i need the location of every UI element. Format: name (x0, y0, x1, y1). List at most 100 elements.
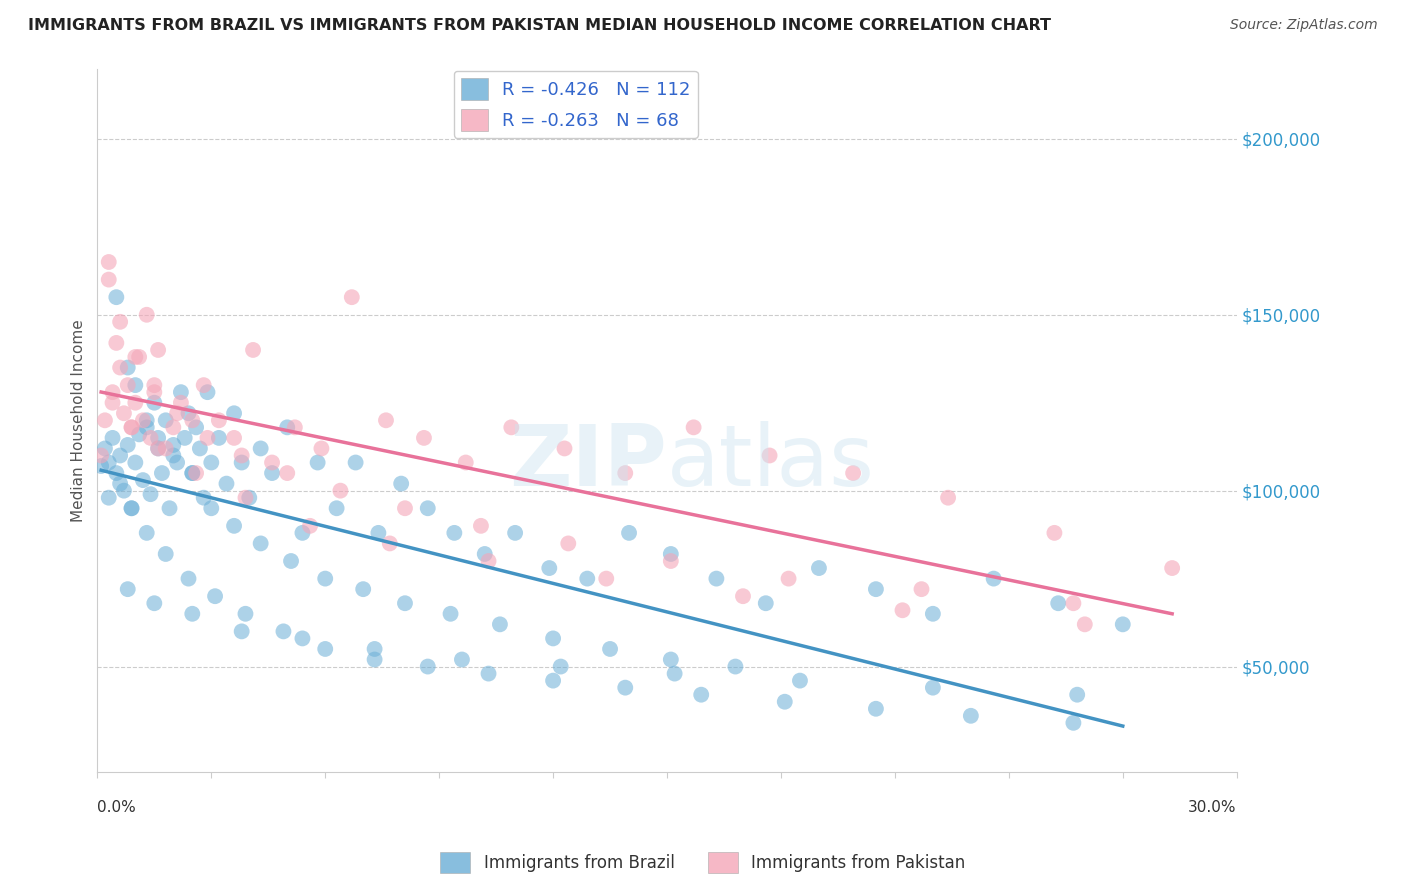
Point (664, 666, 686, 681)
Point (352, 582, 374, 596)
Point (329, 483, 352, 498)
Point (557, 536, 579, 550)
Point (135, 420, 157, 434)
Text: IMMIGRANTS FROM BRAZIL VS IMMIGRANTS FROM PAKISTAN MEDIAN HOUSEHOLD INCOME CORRE: IMMIGRANTS FROM BRAZIL VS IMMIGRANTS FRO… (28, 18, 1052, 33)
Point (1161, 561, 1184, 575)
Point (659, 554, 682, 568)
Point (576, 572, 599, 586)
Point (193, 378, 215, 392)
Point (132, 413, 155, 427)
Point (143, 385, 166, 400)
Point (311, 442, 333, 456)
Legend: R = -0.426   N = 112, R = -0.263   N = 68: R = -0.426 N = 112, R = -0.263 N = 68 (454, 70, 697, 138)
Point (146, 343, 169, 357)
Point (375, 413, 398, 427)
Point (314, 642, 336, 657)
Point (291, 632, 314, 646)
Point (470, 519, 492, 533)
Point (755, 596, 778, 610)
Point (159, 501, 181, 516)
Point (97, 491, 120, 505)
Point (344, 456, 367, 470)
Point (659, 547, 682, 561)
Point (454, 456, 477, 470)
Point (451, 652, 474, 666)
Point (1074, 617, 1097, 632)
Text: atlas: atlas (666, 421, 875, 504)
Point (960, 708, 983, 723)
Point (541, 632, 564, 646)
Point (1062, 596, 1084, 610)
Point (706, 572, 728, 586)
Point (108, 449, 131, 463)
Point (273, 624, 295, 639)
Point (101, 395, 124, 409)
Point (922, 681, 945, 695)
Point (231, 449, 253, 463)
Point (614, 466, 637, 480)
Point (124, 378, 146, 392)
Point (614, 681, 637, 695)
Point (166, 456, 188, 470)
Point (143, 395, 166, 409)
Point (117, 438, 139, 452)
Point (291, 525, 314, 540)
Point (188, 442, 211, 456)
Point (143, 378, 166, 392)
Point (184, 466, 207, 480)
Point (177, 406, 200, 420)
Point (121, 420, 143, 434)
Point (121, 420, 143, 434)
Point (105, 466, 128, 480)
Point (204, 589, 226, 603)
Y-axis label: Median Household Income: Median Household Income (72, 319, 86, 522)
Point (439, 607, 461, 621)
Point (238, 491, 260, 505)
Point (807, 561, 830, 575)
Point (682, 420, 704, 434)
Point (146, 442, 169, 456)
Point (177, 572, 200, 586)
Point (325, 501, 347, 516)
Point (101, 385, 124, 400)
Point (128, 427, 150, 442)
Point (108, 476, 131, 491)
Point (173, 431, 195, 445)
Point (97, 255, 120, 269)
Point (166, 406, 188, 420)
Point (162, 438, 184, 452)
Point (135, 308, 157, 322)
Point (117, 360, 139, 375)
Point (477, 666, 499, 681)
Point (222, 406, 245, 420)
Point (235, 607, 257, 621)
Point (200, 456, 222, 470)
Point (124, 350, 146, 364)
Point (477, 554, 499, 568)
Point (181, 466, 204, 480)
Point (249, 442, 271, 456)
Point (108, 315, 131, 329)
Point (208, 413, 231, 427)
Point (394, 596, 416, 610)
Point (242, 343, 264, 357)
Point (181, 607, 204, 621)
Point (139, 431, 162, 445)
Point (155, 442, 177, 456)
Point (197, 385, 219, 400)
Point (599, 642, 621, 657)
Point (363, 642, 385, 657)
Point (983, 572, 1005, 586)
Point (150, 466, 173, 480)
Point (778, 572, 800, 586)
Point (184, 420, 207, 434)
Point (891, 603, 914, 617)
Point (249, 536, 271, 550)
Text: ZIP: ZIP (509, 421, 666, 504)
Point (97, 272, 120, 286)
Point (1047, 596, 1070, 610)
Text: Source: ZipAtlas.com: Source: ZipAtlas.com (1230, 18, 1378, 32)
Point (789, 673, 811, 688)
Point (595, 572, 617, 586)
Point (94, 442, 117, 456)
